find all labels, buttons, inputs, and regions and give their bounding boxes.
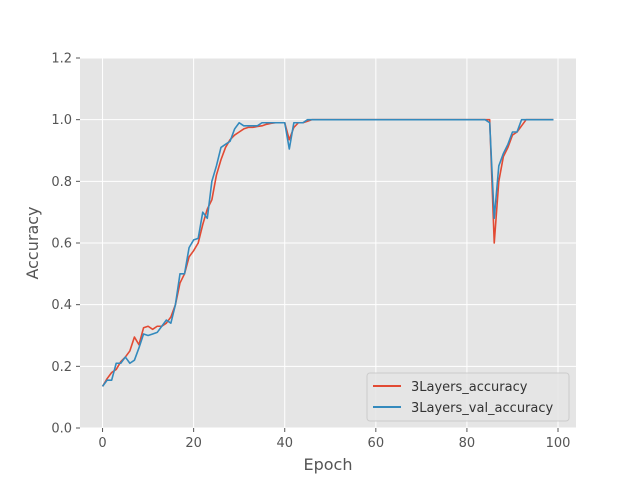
- y-tick-label: 0.4: [51, 298, 72, 313]
- y-tick-label: 0.8: [51, 175, 72, 190]
- legend-label-accuracy: 3Layers_accuracy: [411, 380, 528, 395]
- series-line-1: [101, 118, 554, 387]
- y-tick-label: 1.0: [51, 113, 72, 128]
- legend-label-val-accuracy: 3Layers_val_accuracy: [411, 401, 554, 416]
- y-tick-label: 0.6: [51, 237, 72, 252]
- grid-lines: [80, 57, 576, 429]
- y-tick-label: 0.0: [51, 422, 72, 437]
- x-tick-label: 80: [459, 436, 476, 451]
- legend: 3Layers_accuracy 3Layers_val_accuracy: [366, 372, 570, 422]
- y-axis-label: Accuracy: [23, 206, 42, 279]
- x-axis-label: Epoch: [304, 455, 353, 474]
- legend-box: [366, 372, 570, 422]
- axis-ticks: 0 20 40 60 80 100 0.0 0.2 0.4 0.6 0.8 1.0 1.2: [51, 52, 570, 452]
- x-tick-label: 40: [276, 436, 293, 451]
- x-tick-label: 20: [185, 436, 202, 451]
- x-tick-label: 0: [98, 436, 106, 451]
- series-lines: [101, 118, 554, 387]
- y-tick-label: 1.2: [51, 52, 72, 67]
- x-tick-label: 100: [546, 436, 571, 451]
- x-tick-label: 60: [368, 436, 385, 451]
- y-tick-label: 0.2: [51, 360, 72, 375]
